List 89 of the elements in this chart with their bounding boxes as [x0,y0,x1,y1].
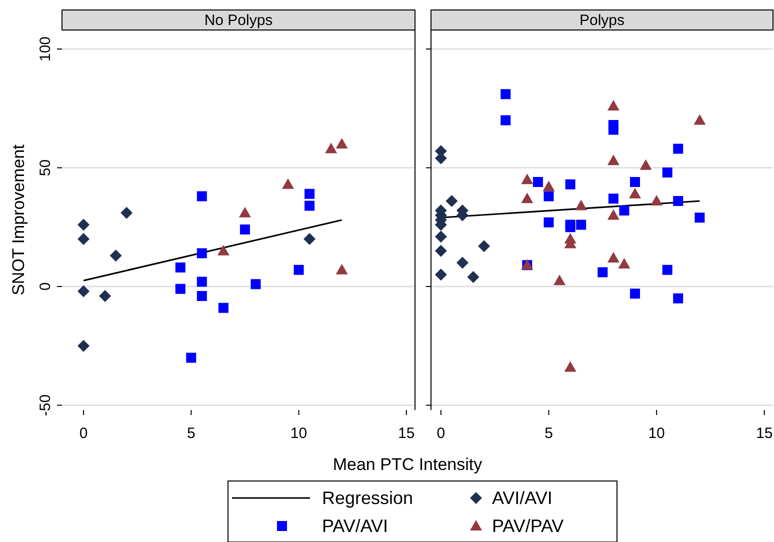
point [630,177,640,187]
point [532,177,543,187]
point [434,244,447,257]
point [110,250,122,262]
x-tick-label: 0 [436,425,446,442]
point [542,180,555,192]
point [467,271,480,283]
point [78,233,90,245]
y-tick-label: -50 [37,394,54,416]
point [78,218,90,231]
point [598,267,608,278]
point [640,159,652,170]
point [565,179,576,190]
point [618,258,630,268]
chart-title: Polyps [579,12,625,29]
point [240,224,250,234]
point [78,285,90,298]
point [120,206,133,219]
legend-label: PAV/AVI [322,516,388,536]
y-axis-title: SNOT Improvement [9,144,28,296]
point [694,212,705,223]
point [662,264,672,275]
point [238,206,251,218]
point [554,274,566,286]
point [650,195,663,206]
point [608,124,618,135]
point [434,230,447,243]
point [196,248,207,258]
point [521,174,534,184]
point [576,220,586,230]
point [575,200,588,210]
point [500,115,511,126]
chart-title: No Polyps [204,12,273,29]
point [565,222,576,232]
point [196,191,207,202]
point [304,188,315,199]
point [196,276,207,287]
legend-label: Regression [322,488,414,508]
point [175,262,186,272]
point [456,256,468,269]
point [500,89,511,100]
point [630,288,640,299]
point [607,100,620,110]
x-tick-label: 15 [398,425,415,442]
point [99,290,112,302]
point [607,154,620,166]
point [673,196,684,206]
legend-label: AVI/AVI [492,488,552,508]
point [694,114,706,125]
point [304,233,316,245]
point [282,178,294,189]
point [434,268,447,281]
y-tick-label: 0 [37,282,54,291]
point [218,302,228,313]
point [217,244,230,256]
point [564,361,576,372]
x-tick-label: 10 [648,425,665,442]
point [619,206,630,216]
point [544,217,554,228]
point [304,200,315,211]
point [175,284,186,294]
point [673,293,684,304]
point [446,195,458,207]
x-tick-label: 15 [756,425,773,442]
x-axis-title: Mean PTC Intensity [332,455,483,474]
point [196,291,207,301]
point [478,240,490,252]
point [250,279,261,290]
point [78,340,90,352]
point [294,264,304,275]
point [544,191,554,202]
x-tick-label: 10 [290,425,308,442]
point [336,138,348,148]
x-tick-label: 5 [544,425,553,442]
point [662,168,672,178]
y-tick-label: 100 [37,36,54,62]
x-tick-label: 0 [79,425,88,442]
point [673,144,684,154]
x-tick-label: 5 [186,425,196,442]
point [521,192,534,204]
legend-label: PAV/PAV [492,516,564,536]
point [628,188,641,198]
point [186,352,196,363]
point [607,252,620,262]
point [608,194,618,204]
point [325,142,338,154]
y-tick-label: 50 [37,159,54,176]
point [336,264,348,274]
point [607,209,620,220]
